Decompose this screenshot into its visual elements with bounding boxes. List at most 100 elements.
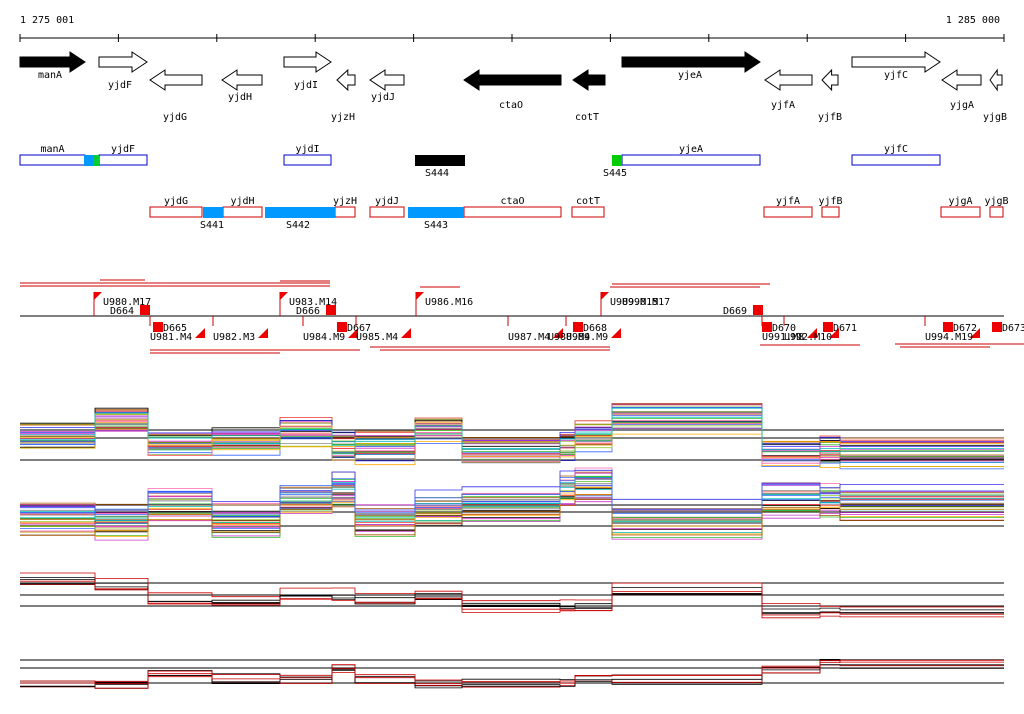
expression-line (20, 660, 1004, 684)
unit-flag (970, 328, 980, 338)
unit-flag (807, 328, 817, 338)
unit-square (992, 322, 1002, 332)
gene-box (989, 206, 1004, 218)
gene-box (821, 206, 840, 218)
expression-line (20, 478, 1004, 517)
site-label: S443 (424, 220, 448, 231)
expression-line (20, 495, 1004, 530)
region (265, 207, 335, 218)
unit-square (153, 322, 163, 332)
box-label: manA (40, 144, 64, 155)
expression-line (20, 579, 1004, 614)
unit-flag (348, 328, 358, 338)
gene-label: yjgB (983, 112, 1007, 123)
box-label: yjdF (111, 144, 135, 155)
unit-square (337, 322, 347, 332)
unit-square (943, 322, 953, 332)
gene-arrow (221, 69, 263, 91)
gene-arrow (369, 69, 405, 91)
unit-flag (94, 292, 102, 300)
expression-line (20, 494, 1004, 537)
unit-label: U983.M14 (289, 297, 337, 308)
gene-arrow (621, 51, 761, 73)
box-label: cotT (576, 196, 600, 207)
gene-box (98, 154, 148, 166)
unit-flag (258, 328, 268, 338)
gene-arrow (989, 68, 1003, 92)
site-label: S444 (425, 168, 449, 179)
box-label: yjfC (884, 144, 908, 155)
box-label: yjeA (679, 144, 703, 155)
gene-arrow (572, 69, 606, 91)
gene-label: yjdF (108, 80, 132, 91)
expression-line (20, 477, 1004, 523)
gene-label: yjzH (331, 112, 355, 123)
gene-box (571, 206, 605, 218)
expression-line (20, 497, 1004, 538)
gene-label: yjfC (884, 70, 908, 81)
ruler-end: 1 285 000 (946, 15, 1000, 26)
unit-flag (553, 328, 563, 338)
expression-line (20, 478, 1004, 517)
gene-label: yjeA (678, 70, 702, 81)
gene-arrow (98, 51, 148, 73)
expression-line (20, 407, 1004, 452)
unit-flag (280, 292, 288, 300)
unit-flag (416, 292, 424, 300)
box-label: yjgB (984, 196, 1008, 207)
gene-arrow (19, 51, 86, 73)
unit-label: U994.M19 (925, 332, 973, 343)
unit-label: U980.M17 (103, 297, 151, 308)
gene-box (940, 206, 981, 218)
gene-label: ctaO (499, 100, 523, 111)
gene-box (621, 154, 761, 166)
unit-square (823, 322, 833, 332)
region (203, 207, 223, 218)
unit-label: D667 (347, 323, 371, 334)
expression-line (20, 421, 1004, 458)
gene-box (463, 206, 562, 218)
expression-line (20, 469, 1004, 511)
expression-line (20, 498, 1004, 536)
unit-flag (601, 292, 609, 300)
expression-line (20, 403, 1004, 452)
gene-label: yjfB (818, 112, 842, 123)
expression-line (20, 664, 1004, 689)
expression-line (20, 407, 1004, 447)
gene-arrow (941, 69, 982, 91)
unit-label: U984.M9 (303, 332, 345, 343)
gene-arrow (283, 51, 332, 73)
region (84, 155, 93, 166)
gene-label: yjdH (228, 92, 252, 103)
box-label: yjdH (230, 196, 254, 207)
box-label: ctaO (500, 196, 524, 207)
unit-label: U992.M10 (784, 332, 832, 343)
site-label: S445 (603, 168, 627, 179)
gene-box (19, 154, 86, 166)
unit-label: U989.M15 (610, 297, 658, 308)
expression-line (20, 664, 1004, 689)
expression-line (20, 483, 1004, 520)
box-label: yjfA (776, 196, 800, 207)
gene-arrow (851, 51, 941, 73)
expression-line (20, 403, 1004, 443)
expression-line (20, 476, 1004, 523)
region (612, 155, 622, 166)
gene-box (222, 206, 263, 218)
box-label: yjzH (333, 196, 357, 207)
unit-flag (401, 328, 411, 338)
unit-square (326, 305, 336, 315)
unit-label: D666 (296, 306, 320, 317)
expression-line (20, 659, 1004, 685)
gene-box (283, 154, 332, 166)
expression-line (20, 413, 1004, 450)
gene-arrow (463, 69, 562, 91)
unit-label: D669 (723, 306, 747, 317)
gene-label: yjfA (771, 100, 795, 111)
gene-label: manA (38, 70, 62, 81)
expression-line (20, 487, 1004, 531)
unit-label: U982.M3 (213, 332, 255, 343)
expression-line (20, 407, 1004, 447)
unit-square (762, 322, 772, 332)
